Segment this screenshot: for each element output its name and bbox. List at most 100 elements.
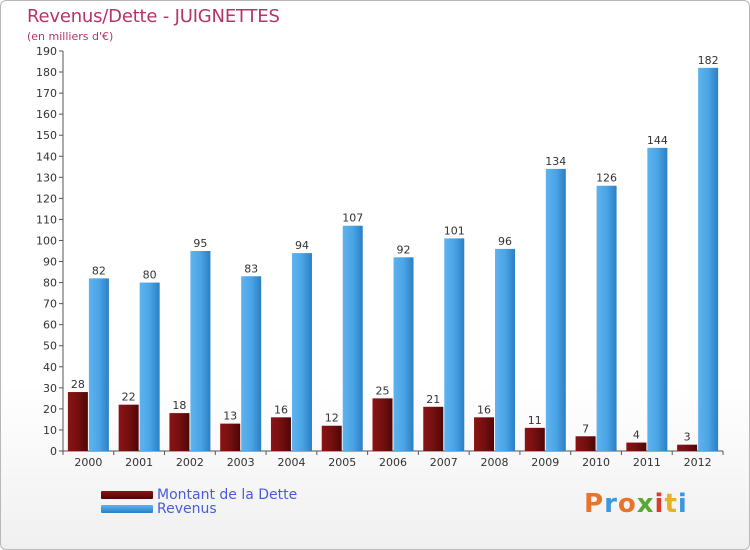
data-label-dette-2010: 7 [582,422,589,435]
y-tick-label: 0 [50,445,57,458]
data-label-dette-2008: 16 [477,403,491,416]
bar-revenus-2002 [190,251,211,451]
y-tick-label: 90 [43,256,57,269]
chart-subtitle: (en milliers d'€) [27,30,114,43]
y-tick-label: 70 [43,298,57,311]
bar-dette-2011 [626,442,647,451]
data-label-revenus-2008: 96 [498,235,512,248]
data-label-revenus-2011: 144 [647,134,668,147]
y-tick-label: 170 [36,87,57,100]
bar-dette-2006 [372,398,393,451]
logo-letter: P [584,489,605,519]
bar-revenus-2003 [241,276,262,451]
data-label-revenus-2010: 126 [596,172,617,185]
bar-revenus-2010 [596,185,617,451]
x-tick-label: 2003 [227,456,255,469]
x-tick-label: 2006 [379,456,407,469]
x-tick-label: 2002 [176,456,204,469]
legend-swatch-revenus [101,505,153,513]
data-label-dette-2006: 25 [376,384,390,397]
bar-dette-2007 [423,406,444,451]
y-tick-label: 130 [36,171,57,184]
data-label-dette-2012: 3 [684,431,691,444]
bar-dette-2004 [270,417,291,451]
legend-item-dette: Montant de la Dette [101,487,297,503]
data-label-dette-2000: 28 [71,378,85,391]
bar-revenus-2011 [647,147,668,451]
logo-letter: i [654,489,665,519]
data-label-revenus-2003: 83 [244,262,258,275]
y-tick-label: 140 [36,150,57,163]
legend-item-revenus: Revenus [101,501,217,517]
legend-swatch-dette [101,491,153,499]
x-tick-label: 2007 [430,456,458,469]
data-label-revenus-2001: 80 [143,269,157,282]
bar-dette-2003 [220,423,241,451]
bar-revenus-2001 [139,282,160,451]
bar-revenus-2007 [444,238,465,451]
x-tick-label: 2001 [125,456,153,469]
x-tick-label: 2010 [582,456,610,469]
bar-revenus-2000 [88,278,109,451]
bar-dette-2008 [474,417,495,451]
y-tick-label: 110 [36,213,57,226]
data-label-revenus-2000: 82 [92,264,106,277]
y-tick-label: 160 [36,108,57,121]
bar-dette-2000 [67,392,88,451]
bar-dette-2001 [118,404,139,451]
proxiti-logo: Proxiti [584,489,688,519]
bar-revenus-2005 [342,225,363,451]
y-tick-label: 120 [36,192,57,205]
bar-dette-2012 [677,444,698,451]
bar-revenus-2006 [393,257,414,451]
y-tick-label: 190 [36,45,57,58]
data-label-dette-2011: 4 [633,429,640,442]
data-label-dette-2002: 18 [172,399,186,412]
x-tick-label: 2012 [684,456,712,469]
bar-dette-2009 [524,427,545,451]
bar-dette-2010 [575,436,596,451]
data-label-dette-2001: 22 [122,391,136,404]
bar-revenus-2004 [291,253,312,451]
chart-title: Revenus/Dette - JUIGNETTES [27,6,280,27]
data-label-dette-2007: 21 [426,393,440,406]
y-tick-label: 40 [43,361,57,374]
data-label-dette-2005: 12 [325,412,339,425]
legend-label-dette: Montant de la Dette [157,487,298,503]
logo-letter: o [617,489,637,519]
data-label-revenus-2009: 134 [545,155,566,168]
y-tick-label: 150 [36,129,57,142]
bar-dette-2002 [169,413,190,451]
y-tick-label: 30 [43,382,57,395]
data-label-revenus-2005: 107 [342,212,363,225]
x-tick-label: 2011 [633,456,661,469]
data-label-revenus-2007: 101 [444,224,465,237]
x-tick-label: 2005 [328,456,356,469]
x-tick-label: 2008 [481,456,509,469]
data-label-dette-2009: 11 [528,414,542,427]
logo-letter: i [677,489,688,519]
data-label-dette-2004: 16 [274,403,288,416]
y-tick-label: 180 [36,66,57,79]
y-tick-label: 50 [43,340,57,353]
y-tick-label: 100 [36,234,57,247]
data-label-revenus-2006: 92 [397,243,411,256]
logo-letter: t [664,489,678,519]
x-tick-label: 2000 [74,456,102,469]
x-tick-label: 2009 [531,456,559,469]
logo-letter: x [636,489,655,519]
x-tick-label: 2004 [277,456,305,469]
data-label-revenus-2002: 95 [193,237,207,250]
logo-letter: r [604,489,618,519]
data-label-revenus-2004: 94 [295,239,309,252]
bar-revenus-2012 [698,67,719,451]
bar-revenus-2009 [545,168,566,452]
y-tick-label: 80 [43,277,57,290]
bar-revenus-2008 [495,248,516,451]
y-tick-label: 10 [43,424,57,437]
data-label-revenus-2012: 182 [698,54,719,67]
data-label-dette-2003: 13 [223,410,237,423]
y-tick-label: 60 [43,319,57,332]
y-tick-label: 20 [43,403,57,416]
